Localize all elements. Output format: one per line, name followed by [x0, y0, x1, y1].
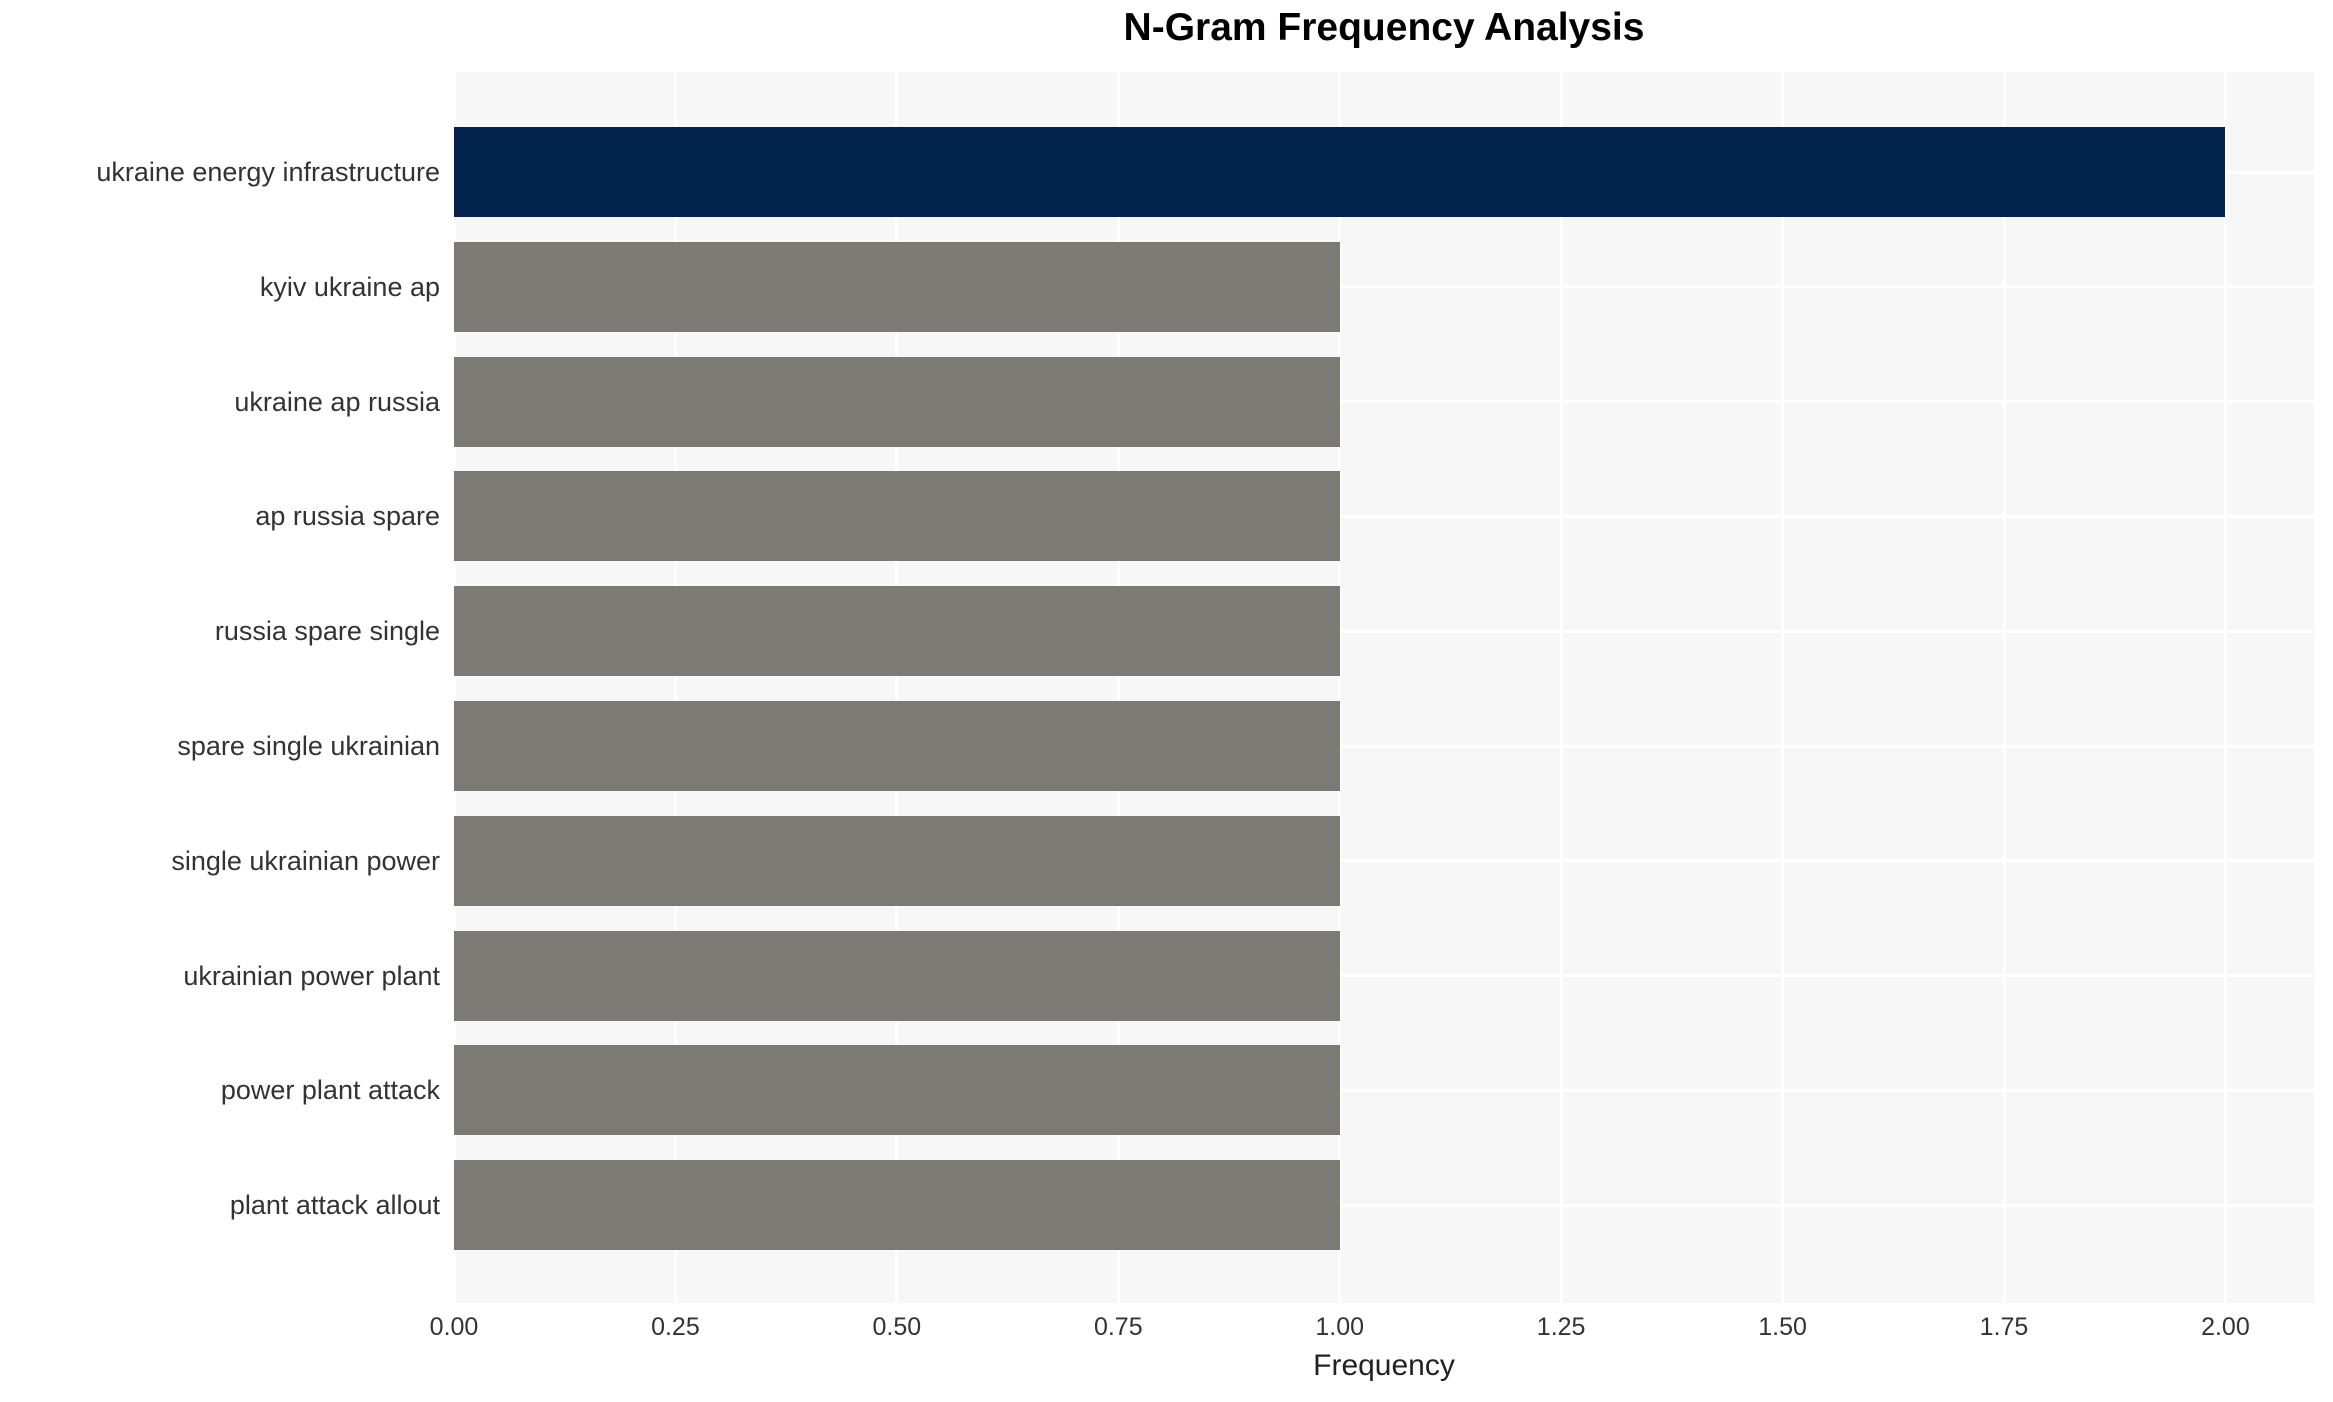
- gridline-vertical: [1116, 72, 1120, 1303]
- bar-7: [454, 930, 1340, 1021]
- bar-2: [454, 356, 1340, 447]
- gridline-horizontal: [454, 285, 2314, 289]
- xtick-label-6: 1.50: [1758, 1313, 1807, 1341]
- gridline-horizontal: [454, 859, 2314, 863]
- bar-3: [454, 471, 1340, 562]
- ytick-label-0: ukraine energy infrastructure: [96, 157, 440, 187]
- xtick-label-8: 2.00: [2201, 1313, 2250, 1341]
- bar-5: [454, 701, 1340, 791]
- plot-area: [452, 72, 2314, 1303]
- x-axis-title: Frequency: [1313, 1349, 1455, 1382]
- ytick-label-8: power plant attack: [220, 1075, 440, 1106]
- ytick-label-6: single ukrainian power: [171, 845, 440, 876]
- ytick-label-1: kyiv ukraine ap: [259, 271, 440, 302]
- gridline-horizontal: [454, 744, 2314, 748]
- gridline-horizontal: [454, 1203, 2314, 1207]
- gridline-horizontal: [454, 1088, 2314, 1092]
- bar-1: [454, 241, 1340, 332]
- gridline-vertical: [2002, 72, 2006, 1303]
- bar-8: [454, 1045, 1340, 1136]
- ytick-label-3: ap russia spare: [255, 501, 440, 532]
- gridline-horizontal: [454, 974, 2314, 978]
- ytick-label-4: russia spare single: [214, 616, 440, 647]
- bar-4: [454, 586, 1340, 677]
- ytick-label-7: ukrainian power plant: [183, 960, 440, 991]
- gridline-vertical: [1559, 72, 1563, 1303]
- gridline-vertical: [2223, 72, 2227, 1303]
- gridline-horizontal: [454, 400, 2314, 404]
- ytick-label-2: ukraine ap russia: [234, 386, 440, 417]
- bar-6: [454, 815, 1340, 906]
- gridline-horizontal: [454, 514, 2314, 518]
- gridline-vertical: [895, 72, 899, 1303]
- xtick-label-3: 0.75: [1093, 1313, 1143, 1341]
- gridline-vertical: [673, 72, 677, 1303]
- gridline-vertical: [1781, 72, 1785, 1303]
- ytick-label-5: spare single ukrainian: [177, 731, 440, 761]
- ytick-label-9: plant attack allout: [229, 1190, 440, 1221]
- gridline-horizontal: [454, 629, 2314, 633]
- xtick-label-0: 0.00: [429, 1313, 479, 1341]
- xtick-label-7: 1.75: [1979, 1313, 2029, 1341]
- xtick-label-2: 0.50: [872, 1313, 922, 1341]
- gridline-vertical: [1338, 72, 1342, 1303]
- xtick-label-5: 1.25: [1536, 1313, 1586, 1341]
- bar-0: [454, 127, 2226, 217]
- gridline-vertical: [452, 72, 456, 1303]
- chart-title: N-Gram Frequency Analysis: [1123, 6, 1645, 49]
- xtick-label-4: 1.00: [1315, 1313, 1365, 1341]
- xtick-label-1: 0.25: [651, 1313, 700, 1341]
- bar-9: [454, 1160, 1340, 1251]
